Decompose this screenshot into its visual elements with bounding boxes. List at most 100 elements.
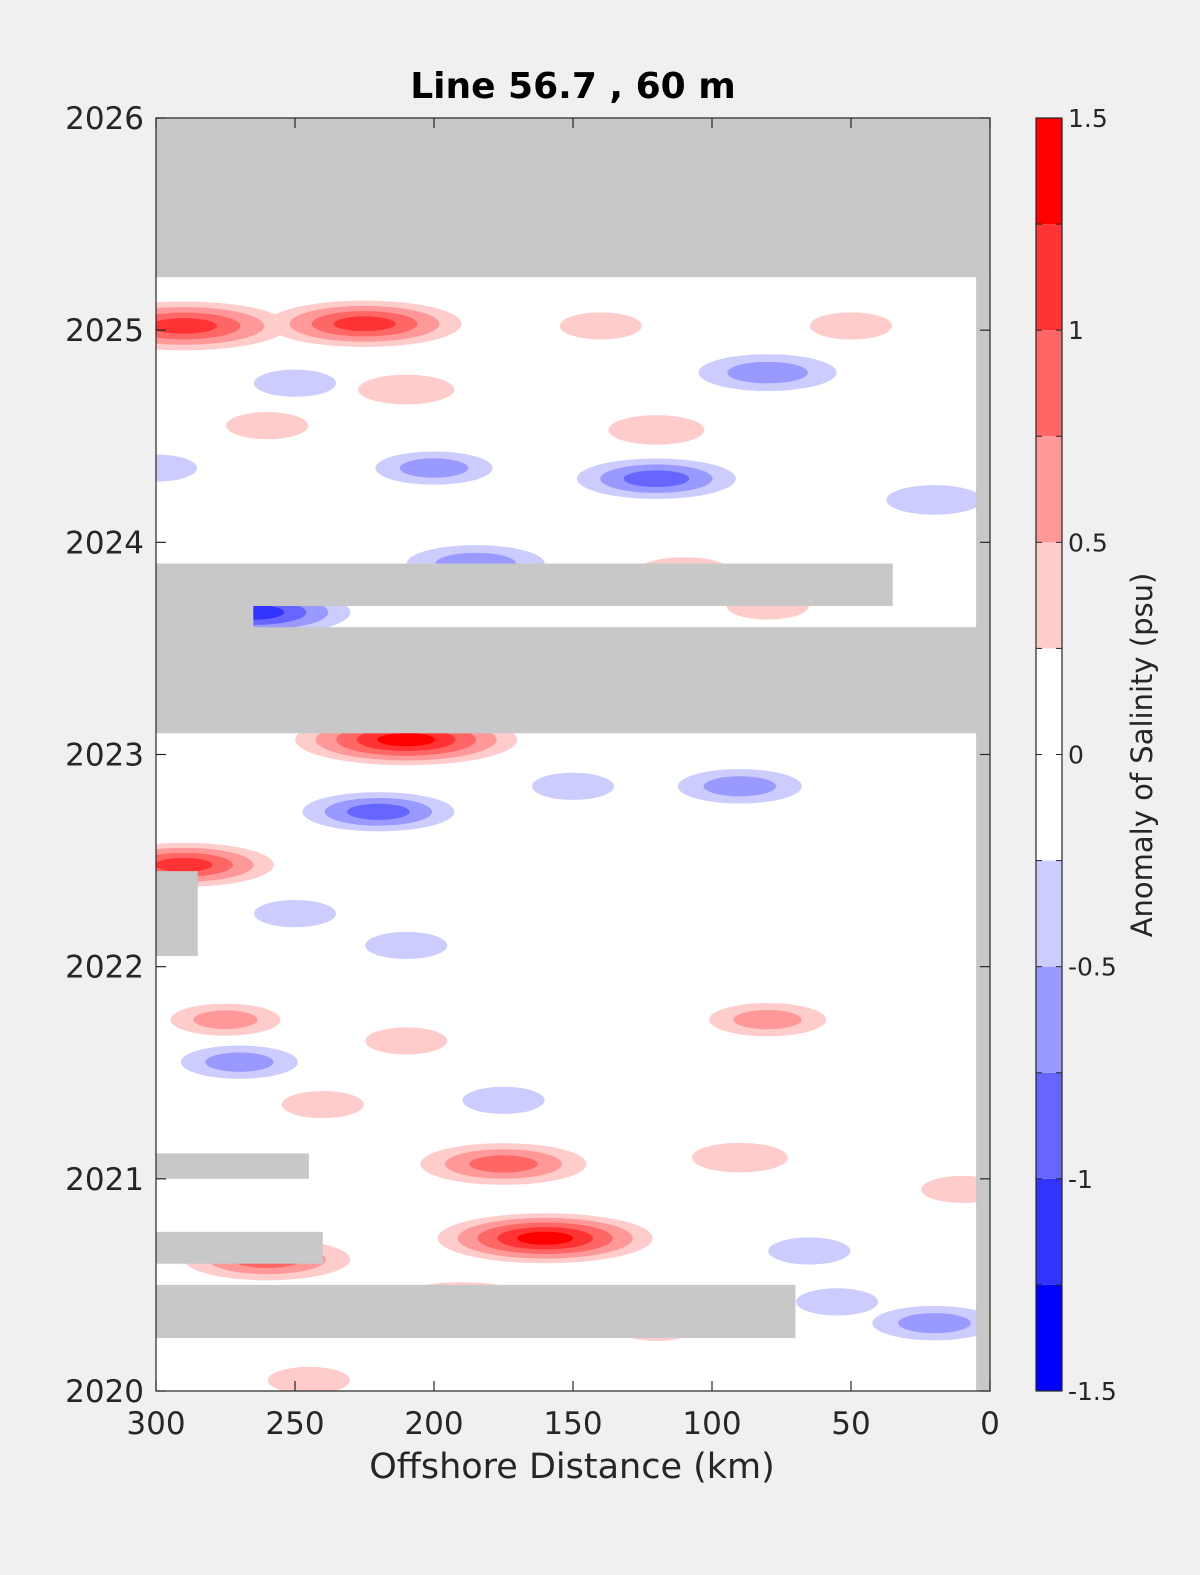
anomaly-blob [532,772,614,800]
missing-data-region [156,563,893,606]
anomaly-level [281,1090,364,1119]
anomaly-blob [281,1090,364,1119]
anomaly-blob [420,1143,587,1185]
x-tick-label: 150 [543,1406,602,1442]
chart-title: Line 56.7 , 60 m [410,66,736,107]
colorbar-segment [1036,1072,1062,1179]
colorbar-segment [1036,436,1062,543]
anomaly-blob [768,1237,851,1265]
anomaly-level [333,316,396,332]
anomaly-level [727,361,808,384]
anomaly-level [623,470,690,488]
missing-data-region [156,627,990,734]
anomaly-level [377,733,435,747]
anomaly-level [193,1010,258,1030]
anomaly-level [898,1313,971,1334]
missing-data-region [156,1153,309,1179]
anomaly-blob [365,931,448,960]
missing-data-layer [156,118,990,1391]
anomaly-blob [886,485,983,515]
anomaly-blob [559,312,642,340]
anomaly-level [156,857,213,872]
anomaly-level [156,318,217,334]
anomaly-blob [170,1003,281,1036]
anomaly-level [365,1027,448,1055]
missing-data-region [156,1284,796,1338]
anomaly-level [267,1366,350,1391]
anomaly-level [886,485,983,515]
anomaly-level [365,931,448,960]
y-tick-label: 2022 [65,950,144,986]
anomaly-blob [462,1086,545,1114]
anomaly-level [254,900,336,928]
colorbar-segment [1036,224,1062,331]
colorbar-segment [1036,966,1062,1073]
y-tick-label: 2020 [65,1374,144,1410]
x-tick-label: 100 [682,1406,741,1442]
anomaly-blob [180,1045,298,1079]
anomaly-blob [156,301,288,351]
anomaly-level [703,776,776,797]
colorbar-segment [1036,118,1062,225]
anomaly-level [347,803,410,820]
anomaly-level [226,412,309,440]
colorbar-tick-label: 0 [1068,741,1084,770]
anomaly-blob [921,1175,990,1204]
missing-data-region [156,871,198,957]
colorbar-label: Anomaly of Salinity (psu) [1125,573,1159,938]
x-tick-label: 0 [980,1406,1000,1442]
anomaly-blob [677,769,802,804]
colorbar-tick-label: 1.5 [1068,104,1108,133]
anomaly-blob [267,1366,350,1391]
anomaly-level [559,312,642,340]
x-tick-label: 250 [265,1406,324,1442]
x-tick-label: 50 [831,1406,870,1442]
colorbar-segment [1036,648,1062,755]
anomaly-blob [691,1142,788,1173]
anomaly-blob [709,1003,827,1037]
anomaly-level [399,458,469,478]
anomaly-level [691,1142,788,1173]
anomaly-blob [156,454,197,482]
y-axis: 2020 2021 2022 2023 2024 2025 2026 [65,101,990,1410]
x-tick-label: 200 [404,1406,463,1442]
colorbar-tick-label: 1 [1068,316,1084,345]
anomaly-level [517,1231,574,1245]
anomaly-level [156,454,197,482]
anomaly-level [358,374,455,405]
anomaly-level [768,1237,851,1265]
colorbar-segment [1036,330,1062,437]
colorbar-tick-label: 0.5 [1068,528,1108,557]
anomaly-blob [698,354,837,391]
anomaly-blob [254,900,336,928]
anomaly-level [921,1175,990,1204]
anomaly-level [469,1155,538,1173]
colorbar-tick-label: -1 [1068,1165,1093,1194]
anomaly-blob [796,1288,879,1316]
colorbar-tick-label: -0.5 [1068,953,1117,982]
x-axis-label: Offshore Distance (km) [369,1447,775,1487]
missing-data-region [156,1231,323,1264]
colorbar-segment [1036,754,1062,861]
anomaly-blob [608,415,705,445]
anomaly-level [532,772,614,800]
x-tick-label: 300 [126,1406,185,1442]
anomaly-level [733,1010,802,1030]
anomaly-blob [254,369,336,397]
anomaly-blob [365,1027,448,1055]
missing-data-region [156,118,990,278]
anomaly-level [254,369,336,397]
anomaly-blob [810,312,892,340]
anomaly-level [608,415,705,445]
colorbar: -1.5 -1 -0.5 0 0.5 1 1.5 [1035,104,1117,1406]
y-tick-label: 2023 [65,738,144,774]
y-tick-label: 2025 [65,313,144,349]
anomaly-level [205,1052,274,1072]
anomaly-level [462,1086,545,1114]
anomaly-level [796,1288,879,1316]
anomaly-blob [576,458,736,499]
x-axis: 300 250 200 150 100 50 0 [126,118,1000,1442]
anomaly-blob [872,1305,990,1341]
anomaly-blob [267,300,462,348]
